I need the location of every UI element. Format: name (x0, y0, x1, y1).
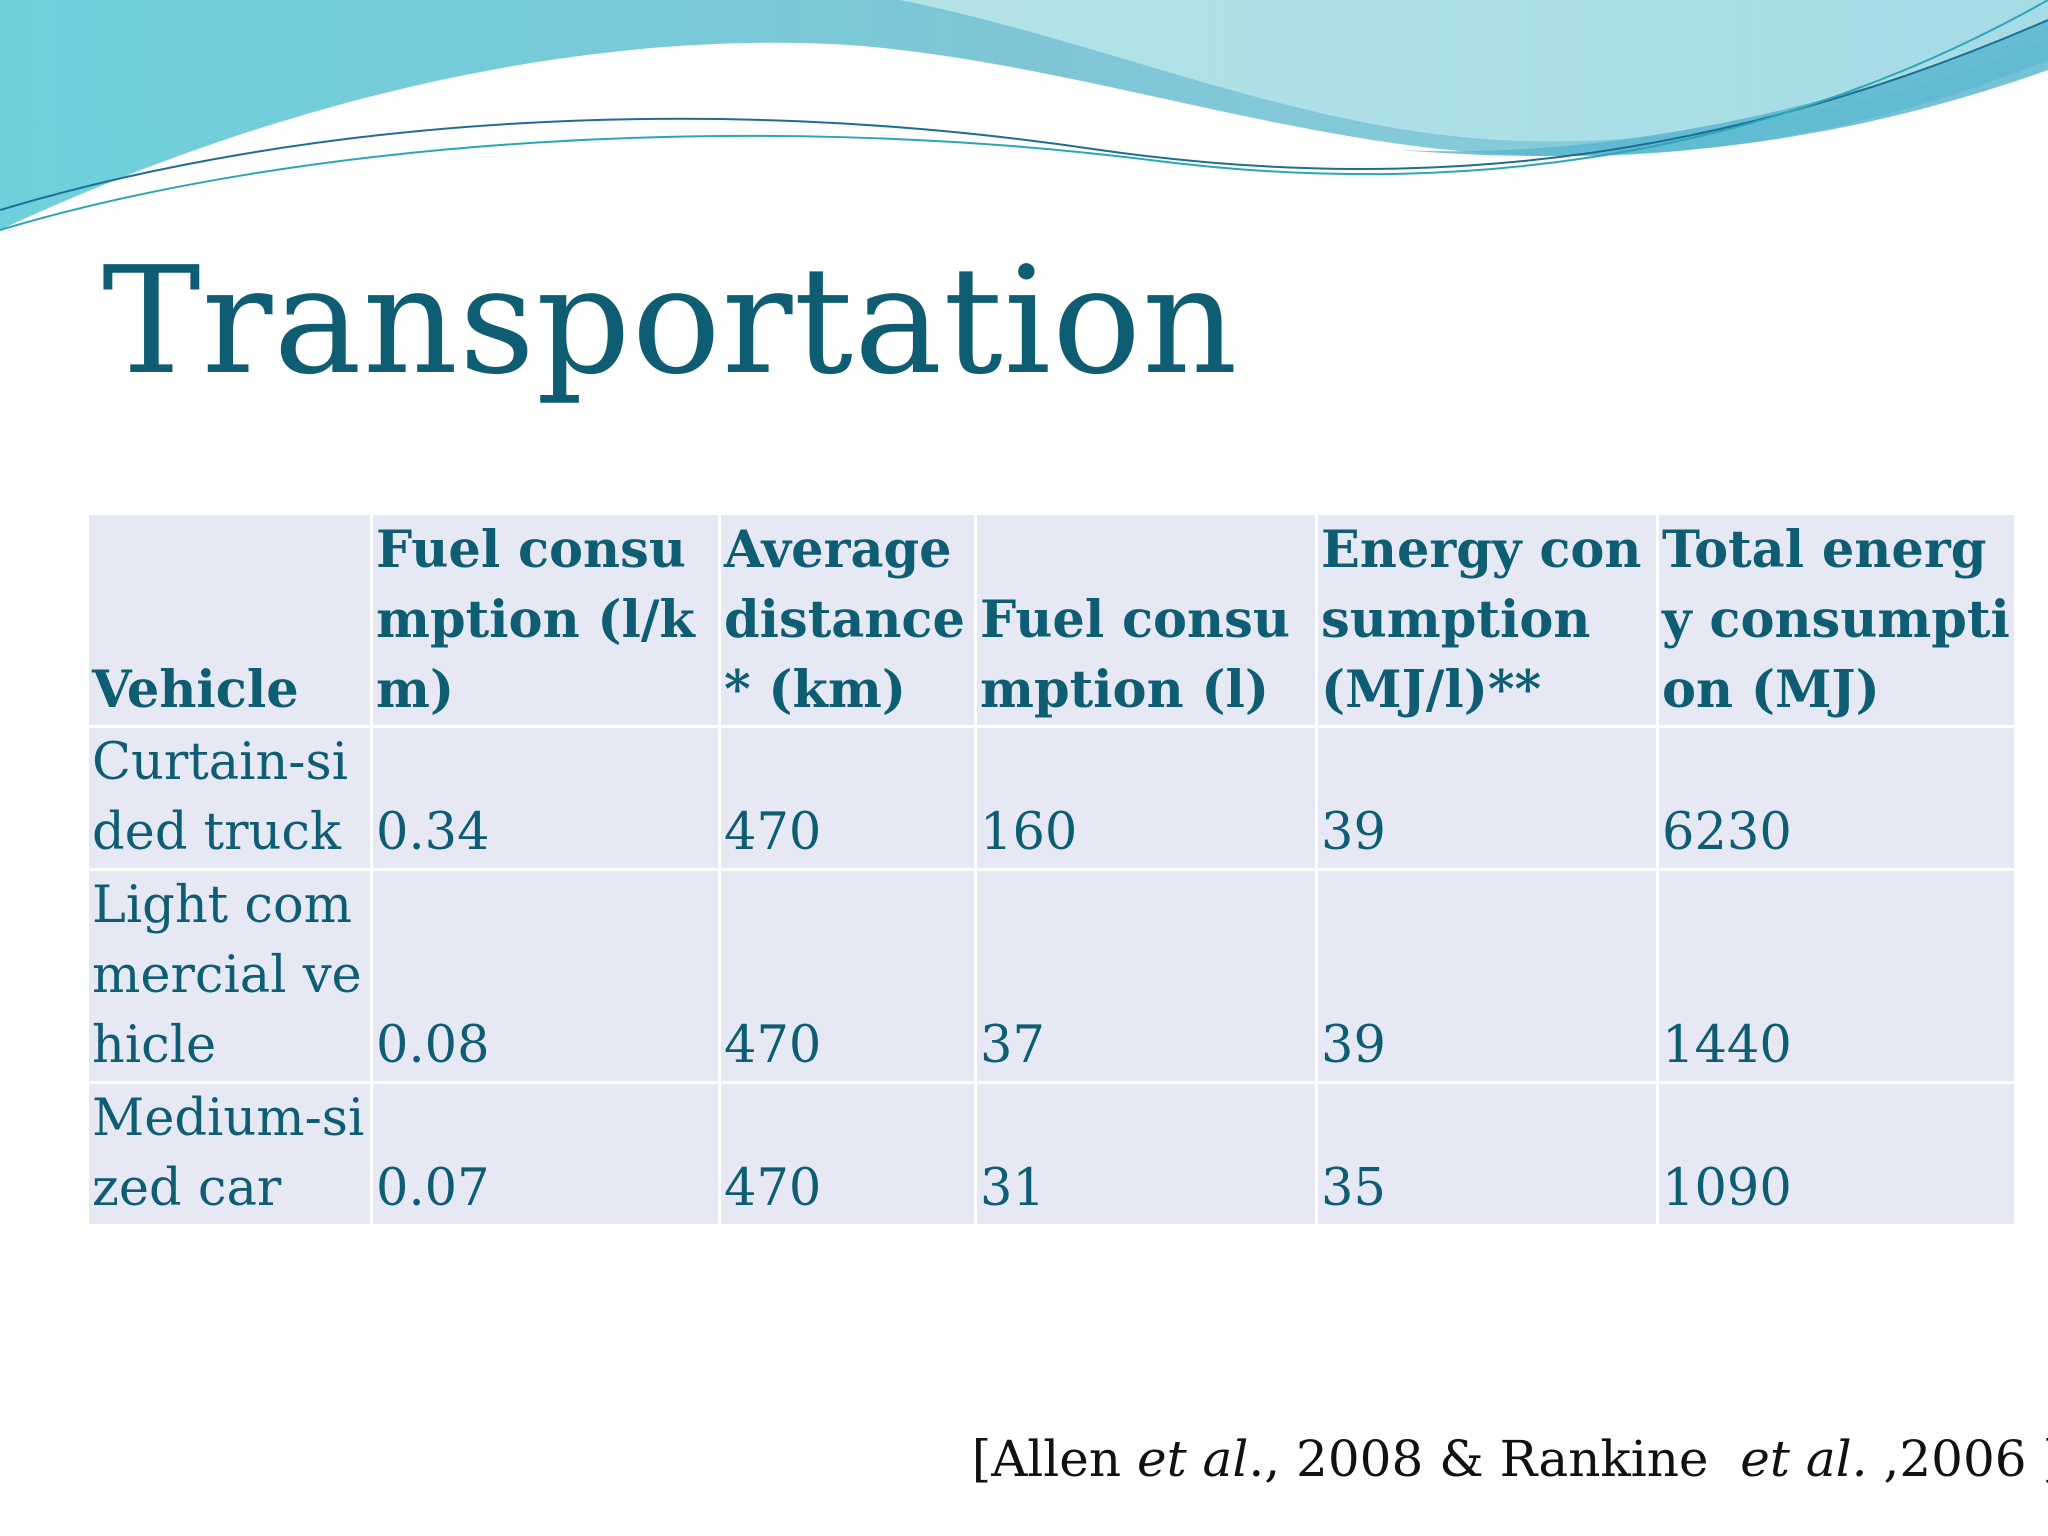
table-row: Light commercial vehicle 0.08 470 37 39 … (86, 868, 2017, 1084)
cell-total-energy-consumption: 1440 (1656, 868, 2017, 1084)
cell-fuel-consumption-per-km: 0.34 (370, 725, 721, 871)
cell-average-distance: 470 (718, 725, 977, 871)
cell-fuel-consumption-per-km: 0.08 (370, 868, 721, 1084)
column-header-average-distance: Average distance* (km) (718, 512, 977, 728)
column-header-vehicle: Vehicle (86, 512, 373, 728)
slide-title: Transportation (102, 235, 1239, 407)
citation-close: ,2006 ] (1867, 1430, 2048, 1488)
header-wave-decoration (0, 0, 2048, 231)
cell-vehicle: Curtain-sided truck (86, 725, 373, 871)
column-header-total-energy-consumption: Total energy consumption (MJ) (1656, 512, 2017, 728)
cell-fuel-consumption: 37 (974, 868, 1318, 1084)
citation-etal-1: et al (1136, 1430, 1249, 1488)
cell-fuel-consumption: 160 (974, 725, 1318, 871)
citation-middle: ., 2008 & Rankine (1248, 1430, 1741, 1488)
cell-energy-consumption-per-litre: 39 (1315, 868, 1659, 1084)
citation-etal-2: et al. (1740, 1430, 1868, 1488)
column-header-fuel-consumption-per-km: Fuel consumption (l/km) (370, 512, 721, 728)
cell-total-energy-consumption: 1090 (1656, 1081, 2017, 1227)
citation: [Allen et al., 2008 & Rankine et al. ,20… (972, 1424, 2048, 1494)
cell-vehicle: Medium-sized car (86, 1081, 373, 1227)
cell-average-distance: 470 (718, 1081, 977, 1227)
column-header-energy-consumption-per-litre: Energy consumption (MJ/l)** (1315, 512, 1659, 728)
cell-fuel-consumption: 31 (974, 1081, 1318, 1227)
column-header-fuel-consumption: Fuel consumption (l) (974, 512, 1318, 728)
table-row: Curtain-sided truck 0.34 470 160 39 6230 (86, 725, 2017, 871)
cell-total-energy-consumption: 6230 (1656, 725, 2017, 871)
table-row: Medium-sized car 0.07 470 31 35 1090 (86, 1081, 2017, 1227)
cell-vehicle: Light commercial vehicle (86, 868, 373, 1084)
table-header-row: Vehicle Fuel consumption (l/km) Average … (86, 512, 2017, 728)
cell-fuel-consumption-per-km: 0.07 (370, 1081, 721, 1227)
cell-energy-consumption-per-litre: 39 (1315, 725, 1659, 871)
cell-energy-consumption-per-litre: 35 (1315, 1081, 1659, 1227)
cell-average-distance: 470 (718, 868, 977, 1084)
transport-energy-table: Vehicle Fuel consumption (l/km) Average … (86, 512, 2017, 1227)
citation-open: [Allen (971, 1430, 1137, 1488)
